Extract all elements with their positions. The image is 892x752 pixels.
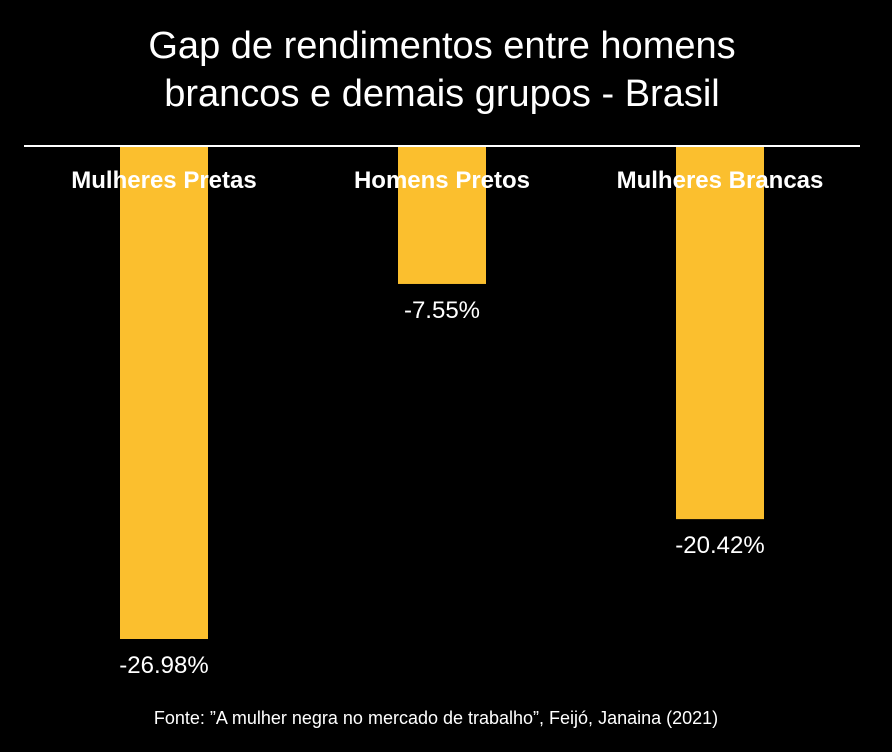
- category-label-1: Mulheres Pretas: [71, 167, 256, 194]
- bar-3: [676, 146, 764, 520]
- category-label-2: Homens Pretos: [354, 167, 530, 194]
- bar-1: [120, 146, 208, 639]
- chart-title-line-1: Gap de rendimentos entre homens: [148, 25, 736, 67]
- bar-2: [398, 146, 486, 284]
- chart-title-line-2: brancos e demais grupos - Brasil: [164, 73, 720, 115]
- category-label-3: Mulheres Brancas: [617, 167, 824, 194]
- value-label-3: -20.42%: [675, 532, 764, 559]
- source-note: Fonte: ”A mulher negra no mercado de tra…: [153, 708, 719, 728]
- value-label-1: -26.98%: [119, 652, 208, 679]
- value-label-2: -7.55%: [404, 297, 480, 324]
- chart-title: Gap de rendimentos entre homens brancos …: [0, 22, 884, 118]
